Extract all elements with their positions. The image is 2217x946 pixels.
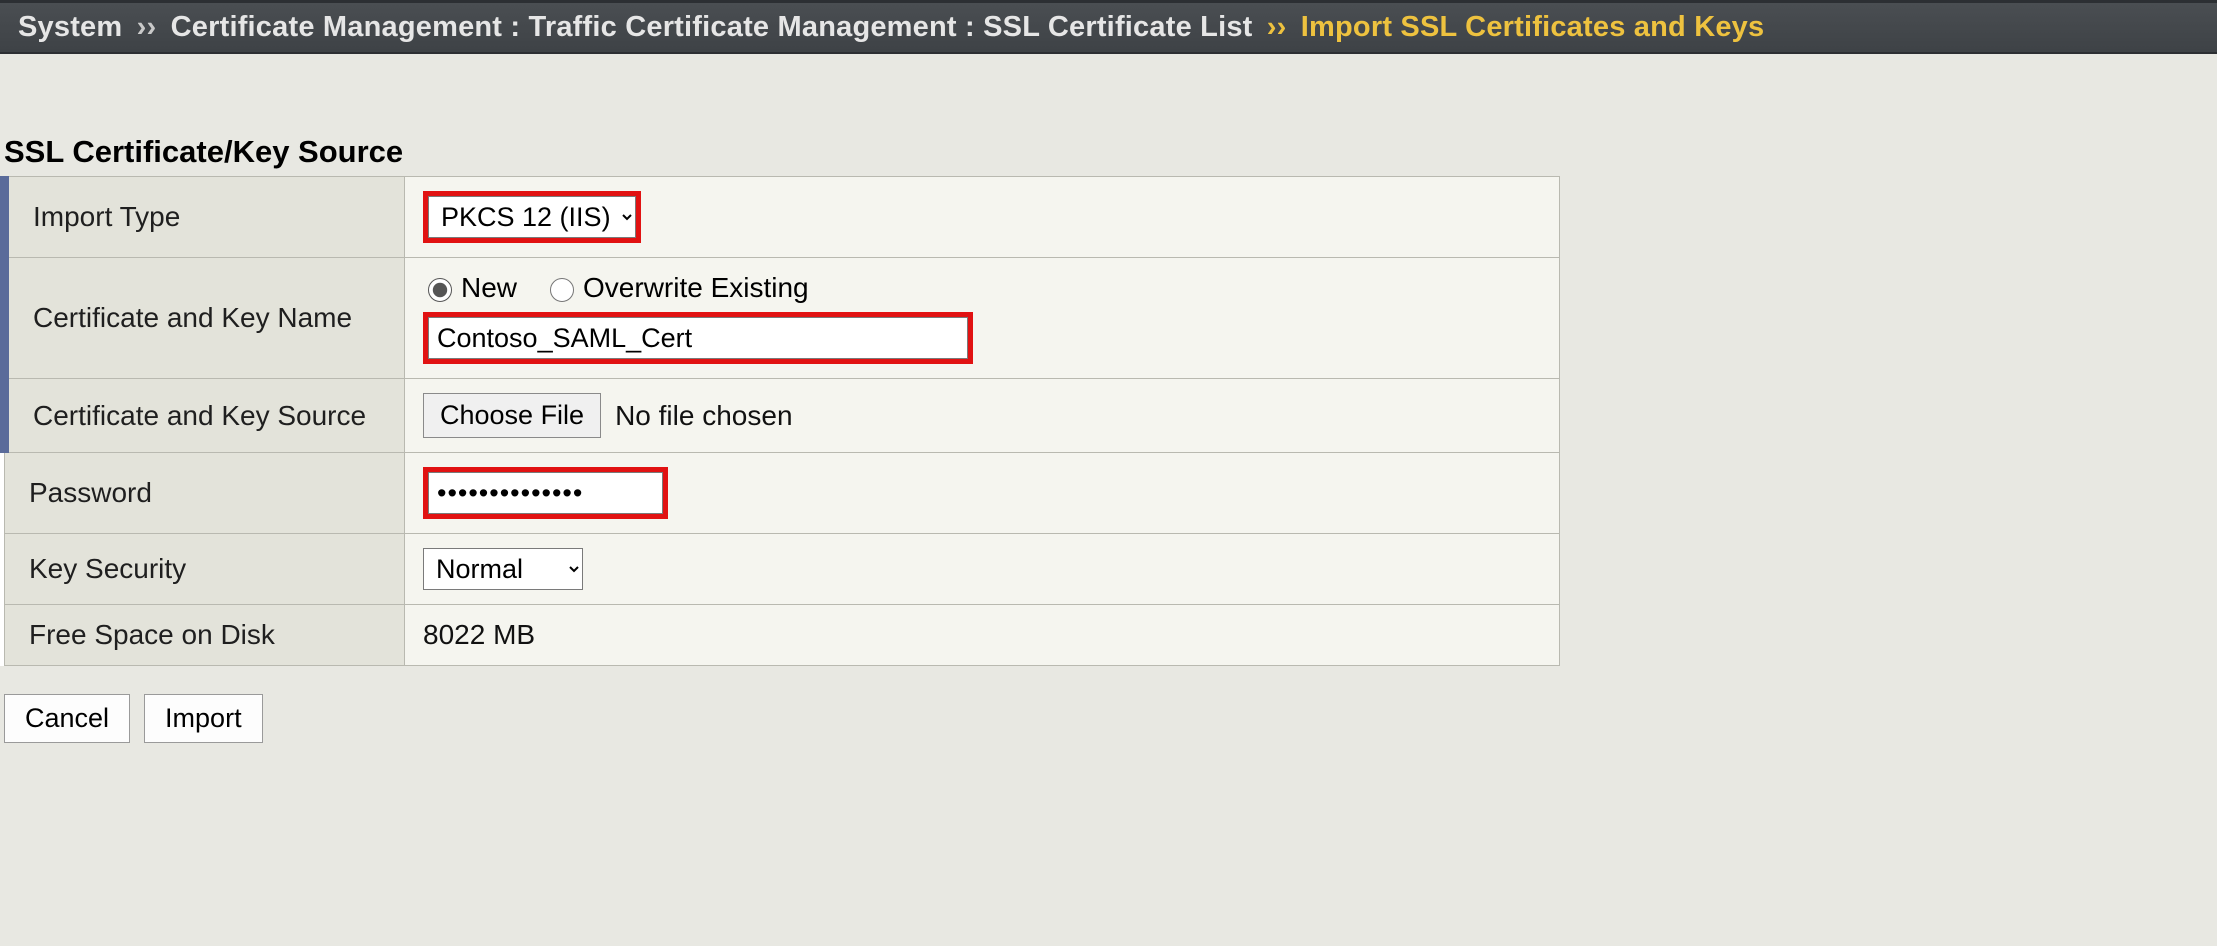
label-free-space: Free Space on Disk [5,605,405,666]
free-space-text: 8022 MB [423,619,535,650]
cancel-button[interactable]: Cancel [4,694,130,743]
label-cert-key-source: Certificate and Key Source [5,379,405,453]
value-key-security: Normal [405,534,1560,605]
file-chosen-status: No file chosen [615,400,792,432]
breadcrumb-separator: ›› [1261,11,1293,43]
radio-new-label[interactable]: New [423,272,517,304]
label-key-security: Key Security [5,534,405,605]
radio-overwrite-label[interactable]: Overwrite Existing [545,272,809,304]
section-title: SSL Certificate/Key Source [4,134,2217,170]
breadcrumb-separator: ›› [131,11,163,43]
radio-overwrite[interactable] [550,278,574,302]
import-button[interactable]: Import [144,694,263,743]
highlight-import-type: PKCS 12 (IIS) [423,191,641,243]
choose-file-button[interactable]: Choose File [423,393,601,438]
label-cert-key-name: Certificate and Key Name [5,258,405,379]
breadcrumb-current: Import SSL Certificates and Keys [1301,11,1765,43]
radio-overwrite-text: Overwrite Existing [583,272,809,304]
radio-new[interactable] [428,278,452,302]
breadcrumb-path[interactable]: Certificate Management : Traffic Certifi… [171,11,1253,43]
value-cert-key-name: New Overwrite Existing [405,258,1560,379]
highlight-password [423,467,668,519]
import-type-select[interactable]: PKCS 12 (IIS) [428,196,636,238]
cert-key-name-input[interactable] [428,317,968,359]
breadcrumb-root[interactable]: System [18,11,122,43]
value-password [405,453,1560,534]
radio-new-text: New [461,272,517,304]
label-import-type: Import Type [5,177,405,258]
ssl-source-form: Import Type PKCS 12 (IIS) Certificate an… [0,176,1560,666]
key-security-select[interactable]: Normal [423,548,583,590]
value-import-type: PKCS 12 (IIS) [405,177,1560,258]
label-password: Password [5,453,405,534]
value-free-space: 8022 MB [405,605,1560,666]
highlight-cert-name [423,312,973,364]
value-cert-key-source: Choose File No file chosen [405,379,1560,453]
breadcrumb-bar: System ›› Certificate Management : Traff… [0,0,2217,54]
action-button-row: Cancel Import [4,694,2217,743]
cert-name-mode-radios: New Overwrite Existing [423,272,1541,304]
password-input[interactable] [428,472,663,514]
